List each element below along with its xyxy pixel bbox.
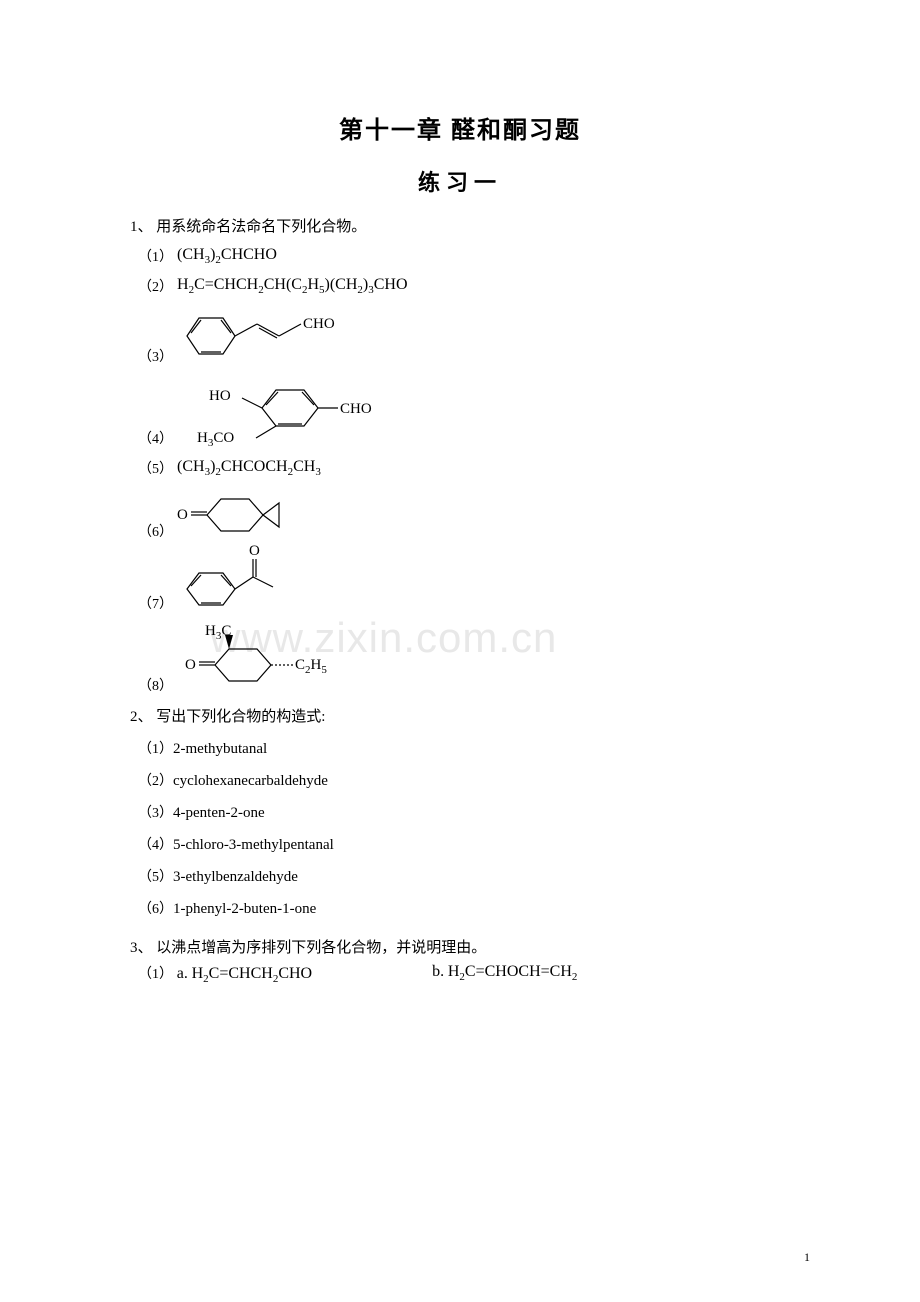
structure-vanillin: CHO HO H3CO — [177, 376, 397, 448]
q1-item-8: （8） H3C O C2H5 — [138, 623, 790, 695]
h3c-label: H3C — [205, 623, 231, 639]
section-title: 练习一 — [130, 165, 790, 197]
formula: (CH3)2CHCHO — [177, 246, 277, 266]
h3co-label: H3CO — [197, 430, 234, 446]
q1-item-1: （1） (CH3)2CHCHO — [138, 246, 790, 266]
item-number: （2） — [138, 276, 173, 296]
q3-row-1: （1） a. H2C=CHCH2CHO b. H2C=CHOCH=CH2 — [138, 963, 790, 985]
item-number: （2） — [138, 774, 173, 789]
c2h5-label: C2H5 — [295, 657, 327, 673]
option-b-formula: H2C=CHOCH=CH2 — [448, 963, 578, 980]
q2-item-1: （1）2-methybutanal — [138, 738, 790, 758]
item-number: （8） — [138, 675, 173, 695]
q1-item-3: （3） CHO — [138, 306, 790, 366]
item-number: （5） — [138, 870, 173, 885]
compound-name: 4-penten-2-one — [173, 805, 265, 821]
q2-item-6: （6）1-phenyl-2-buten-1-one — [138, 898, 790, 918]
q3-stem: 3、 以沸点增高为序排列下列各化合物，并说明理由。 — [130, 936, 790, 957]
item-number: （1） — [138, 246, 173, 266]
option-a-label: a. — [177, 965, 188, 982]
cho-label: CHO — [340, 401, 372, 417]
o-label: O — [177, 507, 188, 523]
compound-name: 2-methybutanal — [173, 741, 267, 757]
formula: (CH3)2CHCOCH2CH3 — [177, 458, 321, 478]
structure-spiro: O — [177, 489, 337, 541]
q1-item-7: （7） O — [138, 543, 790, 613]
structure-cinnamaldehyde: CHO — [177, 306, 347, 366]
formula: H2C=CHCH2CH(C2H5)(CH2)3CHO — [177, 276, 408, 296]
q1-item-4: （4） CHO HO H3CO — [138, 376, 790, 448]
q2-stem: 2、 写出下列化合物的构造式: — [130, 705, 790, 726]
compound-name: 3-ethylbenzaldehyde — [173, 869, 298, 885]
compound-name: 1-phenyl-2-buten-1-one — [173, 901, 316, 917]
option-a-formula: H2C=CHCH2CHO — [192, 965, 313, 982]
item-number: （4） — [138, 838, 173, 853]
chapter-title: 第十一章 醛和酮习题 — [130, 110, 790, 145]
o-label: O — [249, 543, 260, 559]
structure-acetophenone: O — [177, 543, 307, 613]
q1-item-2: （2） H2C=CHCH2CH(C2H5)(CH2)3CHO — [138, 276, 790, 296]
item-number: （1） — [138, 742, 173, 757]
q2-item-2: （2）cyclohexanecarbaldehyde — [138, 770, 790, 790]
item-number: （3） — [138, 806, 173, 821]
item-number: （4） — [138, 428, 173, 448]
page-number: 1 — [804, 1250, 810, 1265]
item-number: （7） — [138, 593, 173, 613]
o-label: O — [185, 657, 196, 673]
q2-item-5: （5）3-ethylbenzaldehyde — [138, 866, 790, 886]
q1-item-5: （5） (CH3)2CHCOCH2CH3 — [138, 458, 790, 478]
item-number: （6） — [138, 521, 173, 541]
compound-name: 5-chloro-3-methylpentanal — [173, 837, 334, 853]
q2-item-4: （4）5-chloro-3-methylpentanal — [138, 834, 790, 854]
q2-item-3: （3）4-penten-2-one — [138, 802, 790, 822]
q1-item-6: （6） O — [138, 489, 790, 541]
option-b-label: b. — [432, 963, 444, 980]
item-number: （1） — [138, 967, 173, 982]
item-number: （3） — [138, 346, 173, 366]
item-number: （5） — [138, 458, 173, 478]
structure-cyclohexanone-sub: H3C O C2H5 — [177, 623, 387, 695]
compound-name: cyclohexanecarbaldehyde — [173, 773, 328, 789]
item-number: （6） — [138, 902, 173, 917]
q1-stem: 1、 用系统命名法命名下列化合物。 — [130, 215, 790, 236]
ho-label: HO — [209, 388, 231, 404]
cho-label: CHO — [303, 316, 335, 332]
